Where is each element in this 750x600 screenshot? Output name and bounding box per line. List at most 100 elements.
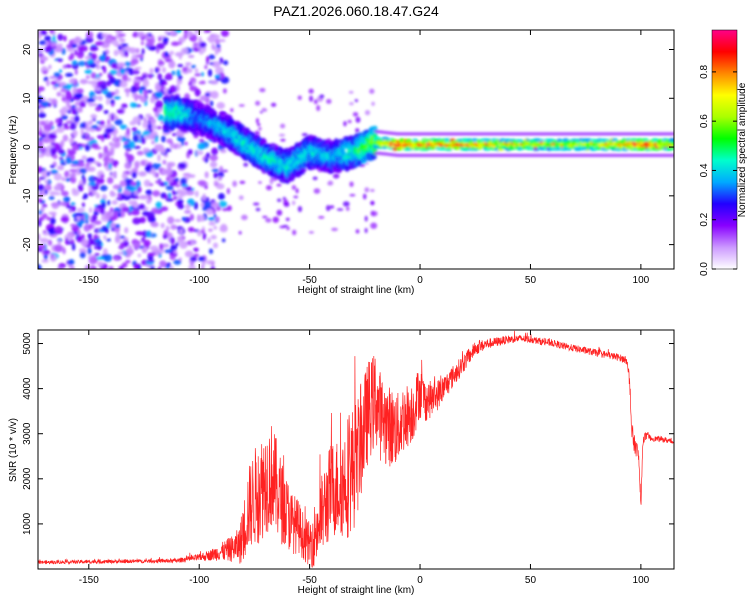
spectrogram-noise-blob [60, 88, 68, 93]
spectrogram-y-tick-label: -20 [22, 237, 33, 252]
spectrogram-noise-blob [38, 119, 41, 128]
spectrogram-noise-blob [157, 266, 162, 269]
spectrogram-noise-blob [134, 160, 140, 169]
snr-x-tick-label: 100 [633, 575, 650, 586]
spectrogram-noise-blob [76, 143, 84, 148]
spectrogram-noise-blob [218, 72, 225, 79]
spectrogram-ridge-cell [562, 137, 569, 142]
spectrogram-noise-blob [205, 152, 211, 158]
spectrogram-noise-blob [43, 124, 53, 131]
spectrogram-noise-blob [119, 180, 127, 187]
spectrogram-noise-blob [96, 121, 101, 125]
spectrogram-noise-blob [48, 211, 57, 216]
spectrogram-noise-blob [138, 203, 146, 210]
spectrogram-noise-blob [60, 216, 70, 223]
spectrogram-noise-blob [118, 33, 126, 37]
spectrogram-noise-blob [354, 99, 359, 103]
spectrogram-noise-blob [165, 197, 174, 202]
spectrogram-noise-blob [189, 213, 195, 221]
spectrogram-noise-blob [147, 199, 151, 204]
spectrogram-noise-blob [200, 72, 205, 77]
spectrogram-noise-blob [181, 216, 186, 222]
spectrogram-noise-blob [200, 229, 205, 234]
snr-x-tick-label: -50 [302, 575, 317, 586]
spectrogram-noise-blob [175, 242, 179, 247]
spectrogram-noise-blob [318, 216, 325, 219]
spectrogram-noise-blob [93, 87, 103, 91]
spectrogram-noise-blob [144, 165, 152, 173]
spectrogram-noise-blob [47, 239, 53, 246]
spectrogram-noise-blob [185, 204, 191, 210]
spectrogram-noise-blob [72, 129, 78, 137]
spectrogram-noise-blob [142, 79, 150, 88]
spectrogram-noise-blob [278, 133, 286, 137]
spectrogram-noise-blob [309, 95, 314, 102]
spectrogram-noise-blob [149, 266, 156, 269]
spectrogram-noise-blob [169, 143, 175, 149]
snr-series [38, 330, 674, 568]
spectrogram-noise-blob [159, 260, 167, 268]
spectrogram-noise-blob [110, 172, 117, 178]
spectrogram-noise-blob [38, 166, 43, 174]
spectrogram-noise-blob [155, 47, 160, 54]
spectrogram-ridge-cell [212, 110, 218, 116]
spectrogram-noise-blob [57, 239, 61, 246]
spectrogram-noise-blob [126, 127, 131, 136]
spectrogram-noise-blob [65, 72, 74, 78]
spectrogram-noise-blob [255, 207, 261, 212]
spectrogram-noise-blob [204, 171, 209, 179]
spectrogram-noise-blob [124, 162, 132, 170]
spectrogram-noise-blob [109, 99, 115, 104]
spectrogram-noise-blob [193, 247, 199, 252]
spectrogram-noise-blob [88, 207, 93, 214]
spectrogram-noise-blob [175, 226, 184, 230]
snr-x-tick-label: 50 [525, 575, 537, 586]
spectrogram-noise-blob [238, 104, 245, 107]
spectrogram-noise-blob [126, 154, 135, 162]
spectrogram-noise-blob [93, 161, 101, 165]
spectrogram-noise-blob [85, 157, 95, 163]
spectrogram-noise-blob [164, 51, 169, 58]
spectrogram-noise-blob [213, 172, 218, 179]
spectrogram-noise-blob [221, 169, 229, 173]
spectrogram-noise-blob [132, 145, 141, 150]
spectrogram-noise-blob [72, 144, 78, 151]
spectrogram-noise-blob [114, 88, 120, 95]
snr-line [38, 330, 674, 568]
spectrogram-noise-blob [313, 188, 321, 194]
spectrogram-noise-blob [177, 63, 184, 68]
spectrogram-noise-blob [99, 206, 105, 215]
spectrogram-noise-blob [105, 123, 114, 129]
spectrogram-noise-blob [179, 240, 188, 249]
spectrogram-noise-blob [316, 105, 321, 112]
snr-x-tick-label: 0 [417, 575, 423, 586]
spectrogram-noise-blob [217, 176, 223, 181]
spectrogram-noise-blob [162, 81, 168, 85]
spectrogram-ridge-cell [670, 138, 674, 142]
spectrogram-noise-blob [165, 177, 170, 182]
spectrogram-noise-blob [111, 200, 118, 205]
spectrogram-noise-blob [77, 183, 84, 192]
spectrogram-noise-blob [120, 80, 128, 88]
spectrogram-noise-blob [118, 135, 123, 141]
spectrogram-noise-blob [157, 153, 161, 162]
spectrogram-noise-blob [183, 30, 188, 34]
spectrogram-noise-blob [77, 60, 86, 67]
spectrogram-noise-blob [131, 210, 140, 216]
spectrogram-noise-blob [48, 133, 57, 140]
spectrogram-noise-blob [146, 264, 151, 269]
spectrogram-x-label: Height of straight line (km) [298, 285, 415, 296]
spectrogram-noise-blob [65, 237, 69, 246]
spectrogram-noise-blob [129, 102, 138, 108]
spectrogram-noise-blob [125, 178, 134, 183]
spectrogram-noise-blob [133, 93, 139, 101]
spectrogram-noise-blob [166, 262, 172, 267]
spectrogram-noise-blob [211, 202, 220, 208]
spectrogram-noise-blob [86, 31, 94, 40]
spectrogram-noise-blob [187, 149, 193, 155]
spectrogram-noise-blob [207, 237, 211, 244]
spectrogram-noise-layer [38, 30, 378, 269]
spectrogram-noise-blob [138, 195, 148, 200]
spectrogram-noise-blob [145, 151, 154, 158]
spectrogram-noise-blob [168, 60, 176, 69]
